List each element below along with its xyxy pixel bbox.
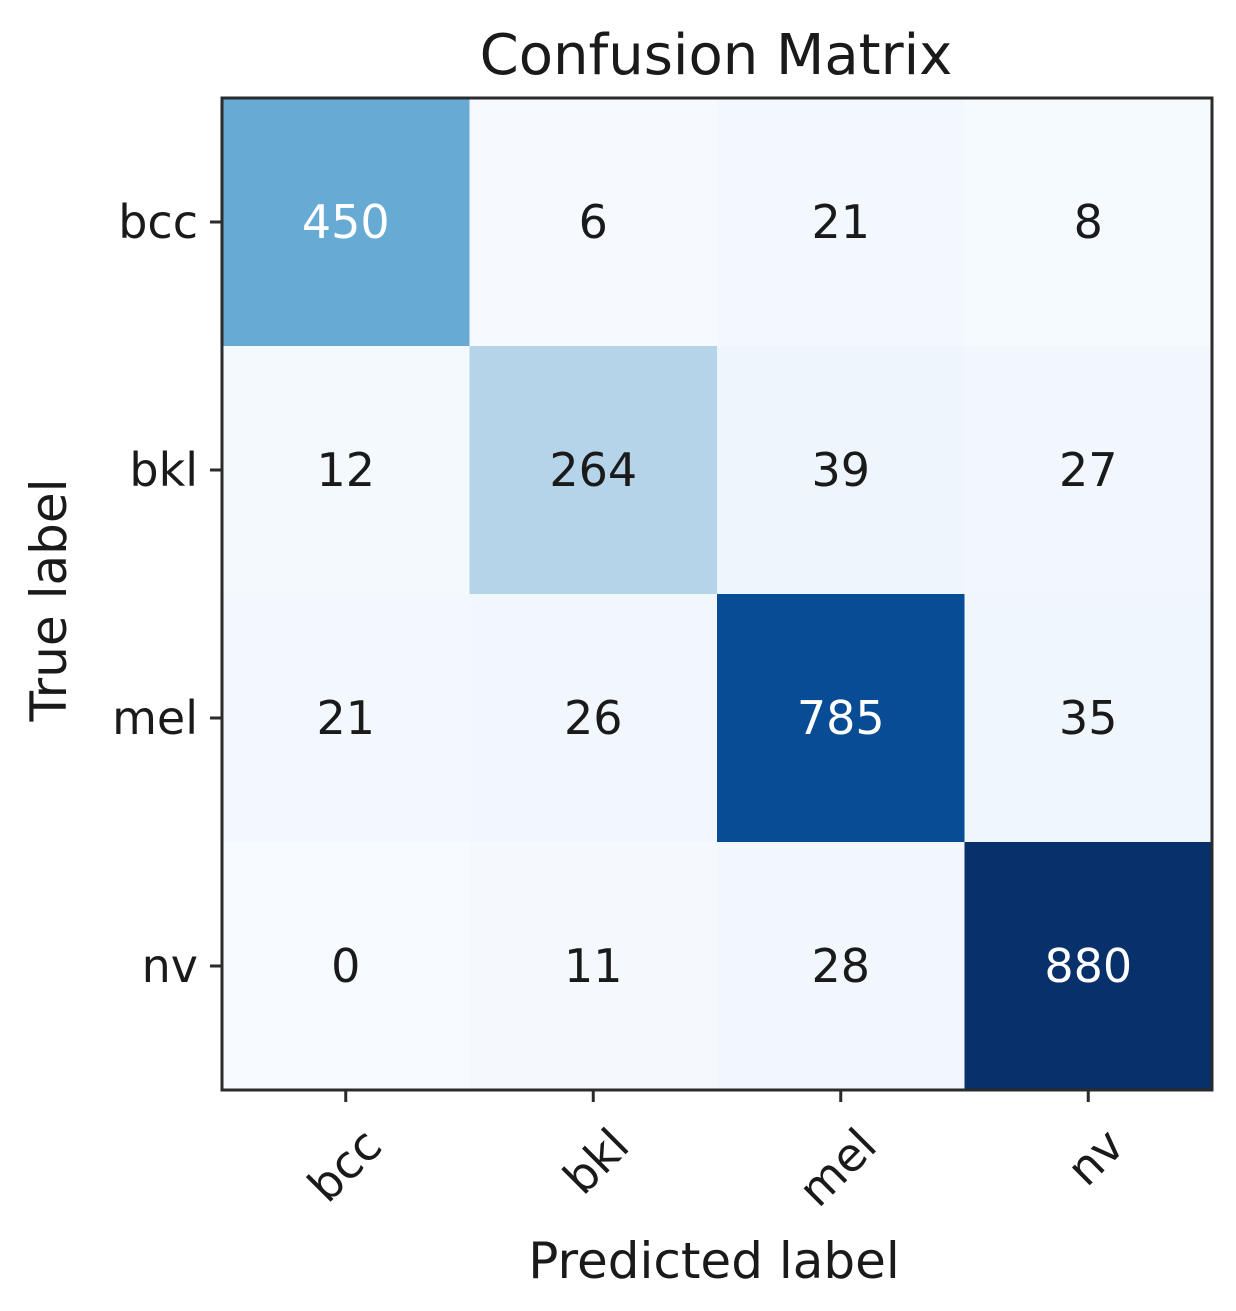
cell-value-nv-nv: 880 [1044, 939, 1132, 993]
heatmap-cell-bcc-bkl [469, 98, 718, 347]
cell-value-mel-mel: 785 [797, 691, 885, 745]
cell-value-nv-bkl: 11 [564, 939, 623, 993]
cell-value-bcc-bkl: 6 [579, 195, 608, 249]
cell-value-labels: 450 6 21 8 12 264 39 27 21 26 785 35 0 11 28 880 [302, 195, 1132, 993]
chart-title: Confusion Matrix [480, 23, 953, 88]
heatmap-cell-nv-nv [964, 842, 1213, 1091]
y-tick-label-nv: nv [142, 939, 198, 993]
heatmap-cell-bkl-nv [964, 346, 1213, 595]
cell-value-nv-mel: 28 [811, 939, 870, 993]
x-tick-label-bcc: bcc [297, 1118, 392, 1213]
cell-value-bkl-bkl: 264 [549, 443, 637, 497]
heatmap-cell-mel-bkl [469, 594, 718, 843]
heatmap-cell-bcc-bcc [222, 98, 470, 347]
cell-value-bkl-mel: 39 [811, 443, 870, 497]
x-tick-label-bkl: bkl [553, 1118, 640, 1205]
heatmap-cell-bcc-nv [964, 98, 1213, 347]
x-axis-label: Predicted label [528, 1232, 900, 1290]
plot-frame [220, 96, 1214, 1092]
x-tick-label-mel: mel [788, 1118, 887, 1217]
heatmap-cell-bcc-mel [717, 98, 965, 347]
cell-value-mel-bkl: 26 [564, 691, 623, 745]
cell-value-bcc-nv: 8 [1074, 195, 1103, 249]
y-axis-label: True label [20, 478, 78, 722]
heatmap-cell-nv-bkl [469, 842, 718, 1091]
heatmap-cell-nv-bcc [222, 842, 470, 1091]
cell-value-mel-bcc: 21 [316, 691, 375, 745]
heatmap-cell-mel-bcc [222, 594, 470, 843]
y-tick-label-bcc: bcc [118, 195, 198, 249]
cell-value-mel-nv: 35 [1059, 691, 1118, 745]
x-axis-ticks: bcc bkl mel nv [297, 1090, 1134, 1217]
heatmap-cell-bkl-bcc [222, 346, 470, 595]
heatmap-cell-bkl-mel [717, 346, 965, 595]
cell-value-bcc-bcc: 450 [302, 195, 390, 249]
cell-value-bkl-nv: 27 [1059, 443, 1118, 497]
y-axis-ticks: bcc bkl mel nv [112, 195, 222, 993]
heatmap-cells [222, 98, 1213, 1091]
heatmap-cell-nv-mel [717, 842, 965, 1091]
cell-value-nv-bcc: 0 [331, 939, 360, 993]
x-tick-label-nv: nv [1056, 1118, 1134, 1196]
cell-value-bkl-bcc: 12 [316, 443, 375, 497]
heatmap-cell-mel-nv [964, 594, 1213, 843]
heatmap-cell-bkl-bkl [469, 346, 718, 595]
cell-value-bcc-mel: 21 [811, 195, 870, 249]
y-tick-label-bkl: bkl [129, 443, 198, 497]
heatmap-cell-mel-mel [717, 594, 965, 843]
y-tick-label-mel: mel [112, 691, 198, 745]
